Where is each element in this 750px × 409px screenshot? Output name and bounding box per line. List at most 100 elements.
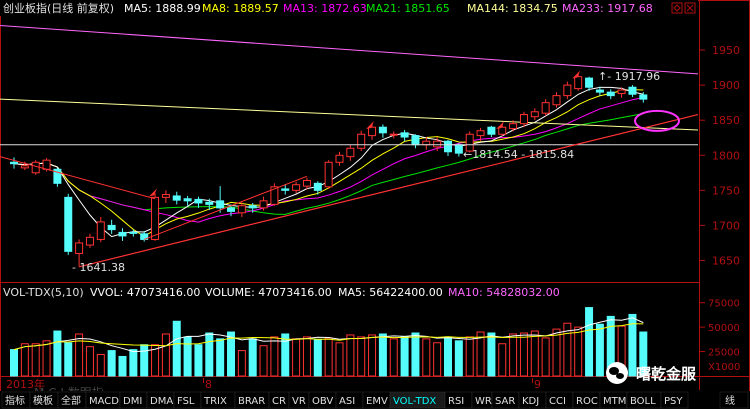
volume-bar xyxy=(20,343,29,377)
candle-body xyxy=(161,194,170,198)
svg-text:VR: VR xyxy=(292,396,306,407)
candle-body xyxy=(335,154,344,163)
volume-bar xyxy=(324,337,333,377)
volume-bar xyxy=(64,342,73,377)
indicator-tab-dmi[interactable]: DMI xyxy=(119,391,148,409)
candle-body xyxy=(357,133,366,149)
candle-body xyxy=(259,200,268,209)
indicator-tab-emv[interactable]: EMV xyxy=(362,391,391,409)
candle-body xyxy=(64,196,73,252)
price-tick-label: 1650 xyxy=(712,254,740,267)
candle-body xyxy=(487,126,496,135)
volume-bar xyxy=(400,336,409,377)
volume-bar xyxy=(118,355,127,377)
volume-bar xyxy=(140,344,149,377)
volume-bar xyxy=(411,332,420,377)
indicator-tab-sar[interactable]: SAR xyxy=(491,391,520,409)
svg-text:SAR: SAR xyxy=(495,396,515,407)
volume-bar xyxy=(129,349,138,377)
volume-bar xyxy=(519,332,528,377)
volume-bar xyxy=(357,336,366,377)
price-tick-label: 1800 xyxy=(712,149,740,162)
close-panel-icon[interactable] xyxy=(684,2,696,14)
indicator-tab-obv[interactable]: OBV xyxy=(308,391,337,409)
svg-text:DMA: DMA xyxy=(150,396,173,407)
indicator-tab-asi[interactable]: ASI xyxy=(335,391,364,409)
brand-watermark: 曙乾金服 xyxy=(606,362,697,384)
indicator-tab-kdj[interactable]: KDJ xyxy=(518,391,547,409)
moving-average-lines xyxy=(0,25,699,238)
indicator-tab-psy[interactable]: PSY xyxy=(660,391,689,409)
brand-name: 曙乾金服 xyxy=(636,365,697,383)
indicator-tab-vol-tdx[interactable]: VOL-TDX xyxy=(389,391,446,409)
high-price-label: ↑- 1917.96 xyxy=(598,70,660,83)
indicator-tab-boll[interactable]: BOLL xyxy=(626,391,662,409)
candle-body xyxy=(617,89,626,95)
candle-body xyxy=(400,132,409,138)
volume-ma5-value: MA5: 56422400.00 xyxy=(338,286,443,299)
candle-body xyxy=(378,126,387,134)
svg-text:CR: CR xyxy=(272,396,286,407)
volume-bar xyxy=(541,337,550,377)
indicator-tab-rsi[interactable]: RSI xyxy=(444,391,473,409)
svg-text:VOL-TDX: VOL-TDX xyxy=(393,396,436,407)
volume-bar xyxy=(53,330,62,377)
volume-bar xyxy=(96,354,105,377)
indicator-tab-roc[interactable]: ROC xyxy=(572,391,601,409)
indicator-tab-全部[interactable]: 全部 xyxy=(57,391,87,409)
indicator-tab-wr[interactable]: WR xyxy=(471,391,493,409)
svg-text:DMI: DMI xyxy=(123,396,142,407)
price-tick-label: 1750 xyxy=(712,184,740,197)
header-toggle-icon[interactable] xyxy=(671,2,683,14)
volume-tick-label: 25000 xyxy=(708,348,740,359)
tab-line-mode[interactable]: 线 xyxy=(719,391,749,409)
volume-bar xyxy=(530,330,539,377)
indicator-tab-macd[interactable]: MACD xyxy=(85,391,121,409)
candle-body xyxy=(172,195,181,201)
price-tick-label: 1900 xyxy=(712,79,740,92)
volume-bar xyxy=(335,342,344,377)
volume-bar xyxy=(585,307,594,377)
indicator-tab-bar: 指标 模板 全部 MACD DMI DMA FSL TRIX BRAR CR VR OBV ASI EMV… xyxy=(0,391,750,409)
volume-bar xyxy=(10,349,18,377)
candle-body xyxy=(205,201,214,205)
volume-bar xyxy=(465,336,474,377)
ma144-line xyxy=(0,98,699,131)
volume-axis: 75000 50000 25000 xyxy=(699,299,740,359)
volume-bar xyxy=(574,326,583,377)
candle-body xyxy=(509,123,518,130)
volume-bar xyxy=(422,338,431,377)
date-axis: 2013年 8 9 xyxy=(6,377,541,391)
indicator-tab-cci[interactable]: CCI xyxy=(545,391,574,409)
candle-body xyxy=(183,198,192,202)
volume-bar xyxy=(248,338,257,377)
volume-ma-lines xyxy=(13,317,644,353)
volume-header: VOL-TDX(5,10) VVOL: 47073416.00 VOLUME: … xyxy=(3,286,560,299)
volume-tick-label: 50000 xyxy=(708,323,740,334)
mid-price-label: ←1814.54 - 1815.84 xyxy=(463,148,574,161)
indicator-tab-trix[interactable]: TRIX xyxy=(200,391,236,409)
volume-bar xyxy=(216,338,225,377)
indicator-tab-模板[interactable]: 模板 xyxy=(29,391,59,409)
indicator-tab-dma[interactable]: DMA xyxy=(146,391,175,409)
candle-body xyxy=(42,159,51,170)
volume-bar xyxy=(270,336,279,377)
candle-body xyxy=(302,180,311,187)
lower-trendline xyxy=(144,175,308,240)
indicator-tab-cr[interactable]: CR xyxy=(268,391,290,409)
candle-body xyxy=(411,135,420,146)
price-axis: 1950 1900 1850 1800 1750 1700 1650 xyxy=(699,44,740,267)
indicator-tab-vr[interactable]: VR xyxy=(288,391,310,409)
indicator-tab-fsl[interactable]: FSL xyxy=(173,391,202,409)
volume-bar xyxy=(31,343,40,377)
date-year-label: 2013年 xyxy=(6,377,45,391)
candle-body xyxy=(530,111,539,118)
indicator-tab-指标[interactable]: 指标 xyxy=(1,391,31,409)
svg-text:RSI: RSI xyxy=(448,396,464,407)
svg-text:指标: 指标 xyxy=(5,394,25,407)
indicator-tab-mtm[interactable]: MTM xyxy=(599,391,628,409)
svg-text:BOLL: BOLL xyxy=(630,396,656,407)
candle-body xyxy=(433,140,442,148)
indicator-tab-brar[interactable]: BRAR xyxy=(234,391,270,409)
